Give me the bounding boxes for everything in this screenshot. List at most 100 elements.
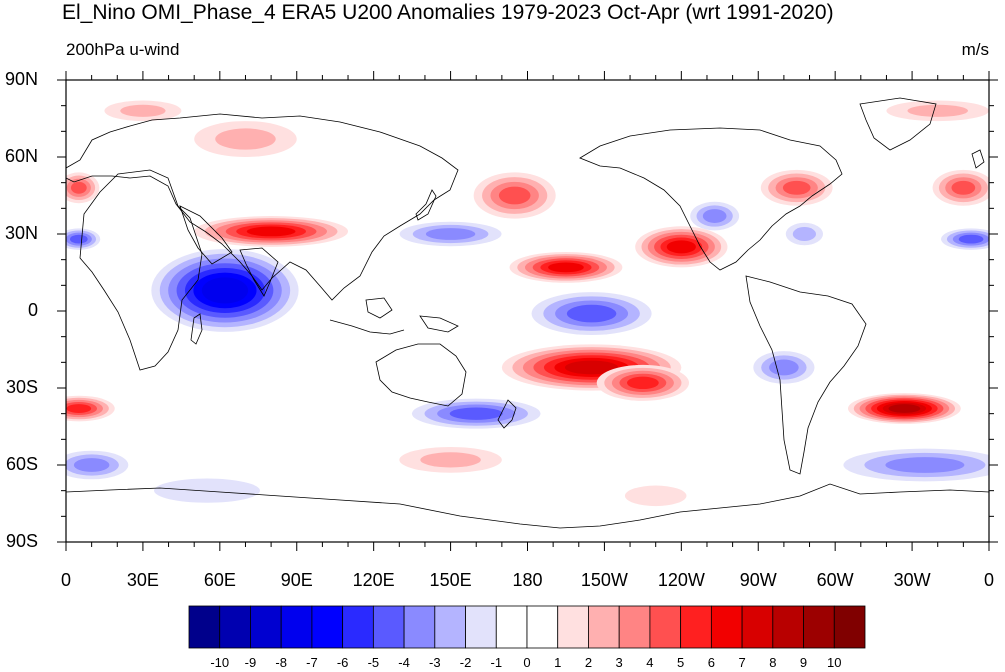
colorbar-swatch: [250, 605, 282, 649]
colorbar-label: 6: [707, 655, 715, 670]
contour-level: [548, 262, 584, 273]
contour-level: [449, 407, 503, 420]
lon-label: 120E: [352, 570, 395, 590]
contour-level: [120, 104, 166, 117]
anomaly-feature: [399, 395, 554, 432]
coastline-indonesia: [329, 319, 405, 335]
coastline-africa: [79, 169, 203, 371]
anomaly-feature: [66, 172, 100, 204]
contour-level: [564, 360, 619, 375]
colorbar-label: 2: [584, 655, 593, 670]
lon-label: 0: [983, 570, 995, 590]
colorbar-swatch: [649, 605, 682, 649]
lon-label: 90W: [739, 570, 777, 590]
lat-label: 0: [27, 300, 38, 320]
anomaly-feature: [117, 470, 297, 512]
contour-level: [951, 180, 976, 195]
colorbar-swatch: [588, 605, 620, 649]
lon-label: 90E: [280, 570, 313, 590]
contour-level: [246, 226, 296, 237]
lat-label: 90S: [5, 531, 38, 551]
coastline-madagascar: [190, 313, 203, 345]
coastline-borneo: [365, 297, 393, 319]
colorbar-swatch: [188, 605, 221, 649]
lon-label: 180: [512, 570, 543, 590]
coastline-new-zealand: [497, 399, 517, 429]
colorbar-swatch: [741, 605, 774, 649]
lon-label: 60W: [816, 570, 854, 590]
lon-label: 30E: [126, 570, 159, 590]
anomaly-feature: [596, 364, 690, 401]
anomaly-feature: [142, 244, 308, 337]
contour-level: [70, 181, 87, 194]
colorbar-label: -4: [398, 655, 410, 670]
anomaly-feature: [886, 100, 989, 122]
coastline-eurasia: [66, 113, 459, 301]
colorbar: [188, 605, 866, 649]
coastline-antarctica: [66, 483, 989, 529]
anomaly-feature: [760, 169, 833, 206]
colorbar-swatch: [372, 605, 405, 649]
colorbar-swatch: [434, 605, 466, 649]
anomaly-feature: [519, 287, 664, 340]
colorbar-label: -6: [336, 655, 349, 670]
anomaly-feature: [822, 444, 989, 486]
contour-level: [498, 186, 531, 205]
colorbar-swatch: [526, 605, 559, 649]
colorbar-label: -3: [429, 655, 441, 670]
lat-label: 30N: [4, 223, 38, 243]
anomaly-feature: [66, 395, 115, 422]
lon-label: 30W: [893, 570, 931, 590]
contour-level: [154, 478, 260, 503]
colorbar-label: -8: [275, 655, 287, 670]
contour-level: [792, 227, 817, 241]
anomaly-feature: [66, 226, 105, 252]
colorbar-label: 3: [615, 655, 623, 670]
contour-level: [769, 359, 799, 376]
colorbar-label: 8: [769, 655, 777, 670]
anomaly-field: [66, 100, 989, 512]
lat-label: 60S: [5, 454, 38, 474]
colorbar-label: -9: [244, 655, 257, 670]
anomaly-feature: [778, 218, 831, 250]
lon-label: 150E: [429, 570, 472, 590]
axis-ticks: [57, 71, 998, 551]
anomaly-feature: [104, 100, 182, 122]
lon-label: 120W: [657, 570, 705, 590]
colorbar-swatch: [495, 605, 528, 649]
contour-level: [420, 452, 481, 468]
anomaly-feature: [635, 226, 728, 268]
contour-level: [666, 240, 696, 254]
contour-level: [958, 234, 984, 244]
colorbar-label: -1: [490, 655, 503, 670]
lat-label: 30S: [5, 377, 38, 397]
lon-label: 150W: [580, 570, 628, 590]
variable-subtitle: 200hPa u-wind: [66, 40, 180, 59]
contour-level: [626, 376, 659, 390]
coastline-japan: [415, 189, 437, 221]
colorbar-swatch: [833, 605, 866, 649]
contour-level: [215, 128, 276, 150]
contour-level: [566, 304, 617, 323]
anomaly-feature: [66, 447, 138, 483]
coastline-india: [239, 247, 279, 297]
lat-label: 60N: [4, 146, 38, 166]
colorbar-swatch: [219, 605, 251, 649]
colorbar-label: 7: [738, 655, 746, 670]
contour-level: [702, 209, 727, 223]
contour-level: [624, 485, 687, 507]
coastline-north-america: [579, 127, 843, 271]
colorbar-swatch: [772, 605, 804, 649]
colorbar-swatch: [465, 605, 497, 649]
colorbar-label: -2: [459, 655, 472, 670]
coastline-greenland: [859, 97, 937, 151]
contour-level: [425, 228, 476, 240]
colorbar-swatch: [710, 605, 743, 649]
anomaly-feature: [194, 216, 349, 247]
contour-level: [782, 180, 811, 195]
anomaly-feature: [473, 172, 556, 219]
contour-level: [201, 277, 249, 304]
colorbar-label: 5: [677, 655, 685, 670]
colorbar-label: -7: [306, 655, 318, 670]
